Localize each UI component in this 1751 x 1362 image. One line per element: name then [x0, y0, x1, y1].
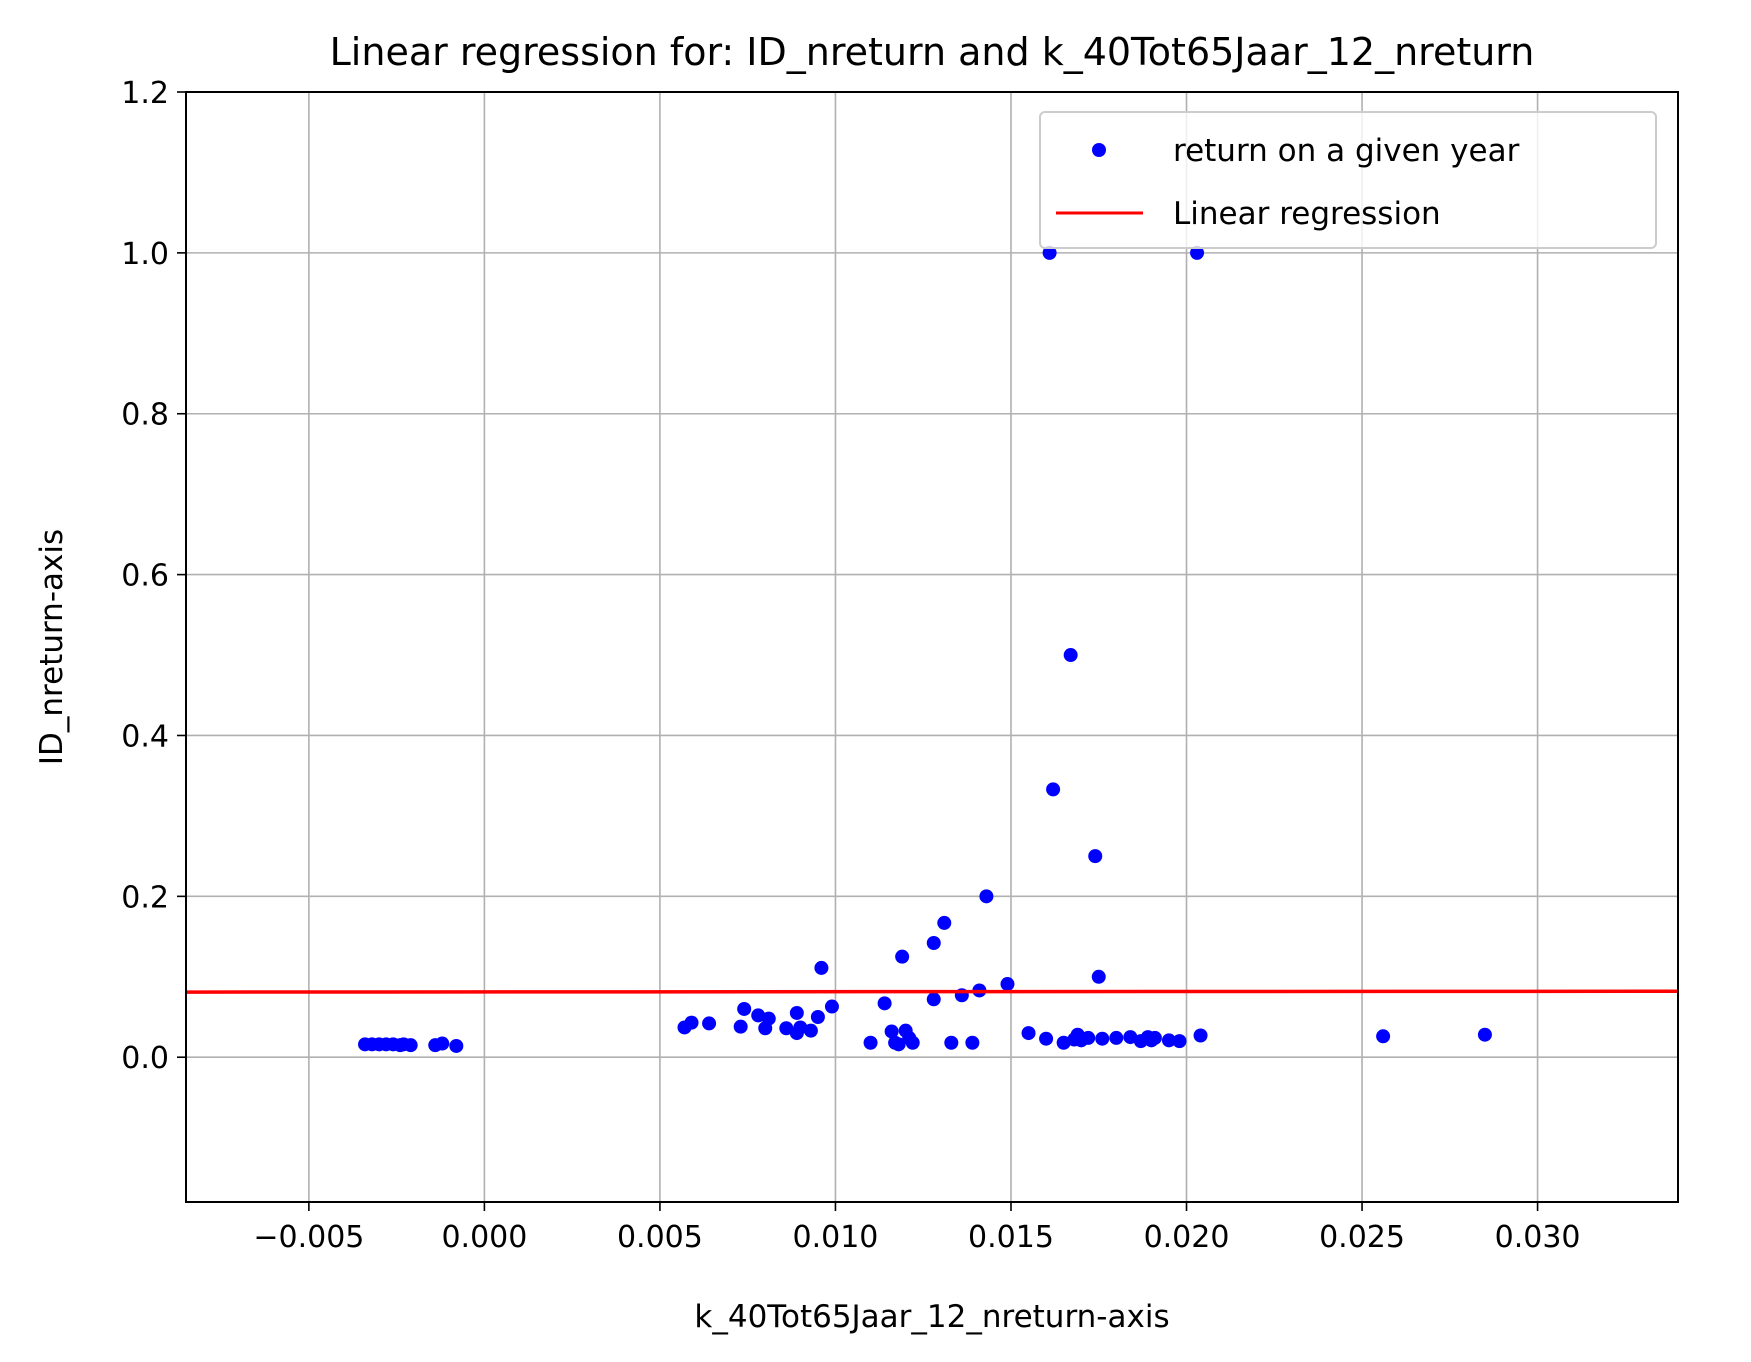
scatter-point: [814, 960, 829, 975]
scatter-point: [803, 1023, 818, 1038]
scatter-point: [1109, 1030, 1124, 1045]
scatter-point: [1123, 1030, 1138, 1045]
scatter-point: [449, 1038, 464, 1053]
x-axis-label: k_40Tot65Jaar_12_nreturn-axis: [694, 1299, 1169, 1335]
scatter-point: [937, 915, 952, 930]
scatter-point: [1161, 1033, 1176, 1048]
y-tick-label: 0.8: [121, 398, 169, 433]
grid: [186, 92, 1678, 1202]
legend: return on a given year Linear regression: [1039, 111, 1657, 249]
x-tick-label: 0.020: [1144, 1220, 1230, 1255]
scatter-point: [1081, 1030, 1096, 1045]
scatter-point: [905, 1035, 920, 1050]
scatter-point: [824, 999, 839, 1014]
x-tick-label: 0.030: [1495, 1220, 1581, 1255]
plot-frame: [185, 91, 1679, 1203]
scatter-point: [1095, 1031, 1110, 1046]
legend-label-regression: Linear regression: [1173, 196, 1441, 232]
scatter-point: [403, 1038, 418, 1053]
scatter-point: [944, 1035, 959, 1050]
scatter-point: [1046, 782, 1061, 797]
scatter-point: [884, 1024, 899, 1039]
y-tick-label: 1.0: [121, 237, 169, 272]
legend-box: [1039, 111, 1657, 249]
scatter-point: [789, 1005, 804, 1020]
legend-scatter-marker: [1092, 143, 1106, 157]
x-tick-label: 0.025: [1319, 1220, 1405, 1255]
scatter-point: [1376, 1029, 1391, 1044]
scatter-point: [926, 936, 941, 950]
scatter-point: [979, 889, 994, 904]
regression-line: [185, 989, 1679, 994]
scatter-point: [684, 1015, 699, 1030]
scatter-point: [737, 1001, 752, 1016]
scatter-point: [1000, 977, 1015, 992]
scatter-point: [1477, 1027, 1492, 1042]
x-tick-label: 0.010: [793, 1220, 879, 1255]
scatter-point: [895, 949, 910, 964]
y-tick-label: 0.6: [121, 559, 169, 594]
y-axis-ticks: 0.0 0.2 0.4 0.6 0.8 1.0 1.2: [121, 76, 186, 1076]
scatter-point: [1190, 245, 1205, 260]
x-tick-label: 0.005: [617, 1220, 703, 1255]
x-axis-ticks: −0.005 0.000 0.005 0.010 0.015 0.020 0.025 0.03…: [253, 1202, 1581, 1255]
scatter-point: [702, 1016, 717, 1031]
scatter-point: [863, 1035, 878, 1050]
y-tick-label: 0.0: [121, 1041, 169, 1076]
scatter-point: [761, 1011, 776, 1026]
y-tick-label: 1.2: [121, 76, 169, 111]
y-tick-label: 0.2: [121, 880, 169, 915]
scatter-point: [926, 992, 941, 1007]
x-tick-label: 0.000: [441, 1220, 527, 1255]
y-tick-label: 0.4: [121, 719, 169, 754]
scatter-point: [733, 1019, 748, 1034]
scatter-point: [1193, 1028, 1208, 1043]
scatter-point: [1063, 648, 1078, 663]
chart-title: Linear regression for: ID_nreturn and k_…: [330, 30, 1535, 74]
scatter-point: [1147, 1030, 1162, 1045]
scatter-point: [1091, 969, 1106, 984]
scatter-point: [751, 1008, 766, 1023]
scatter-point: [793, 1020, 808, 1035]
scatter-point: [810, 1010, 825, 1024]
scatter-point: [1172, 1034, 1187, 1049]
plot-area: [185, 245, 1679, 1053]
scatter-point: [1088, 849, 1103, 864]
scatter-point: [1039, 1031, 1054, 1046]
scatter-point: [1021, 1026, 1036, 1041]
scatter-point: [965, 1035, 980, 1050]
y-axis-label: ID_nreturn-axis: [34, 529, 70, 765]
scatter-point: [435, 1036, 450, 1051]
scatter-point: [877, 996, 892, 1011]
scatter-point: [1042, 245, 1057, 260]
scatter-point: [891, 1037, 906, 1052]
x-tick-label: −0.005: [253, 1220, 364, 1255]
scatter-point: [779, 1021, 794, 1036]
legend-label-scatter: return on a given year: [1173, 133, 1520, 169]
scatter-point: [1056, 1035, 1071, 1050]
x-tick-label: 0.015: [968, 1220, 1054, 1255]
